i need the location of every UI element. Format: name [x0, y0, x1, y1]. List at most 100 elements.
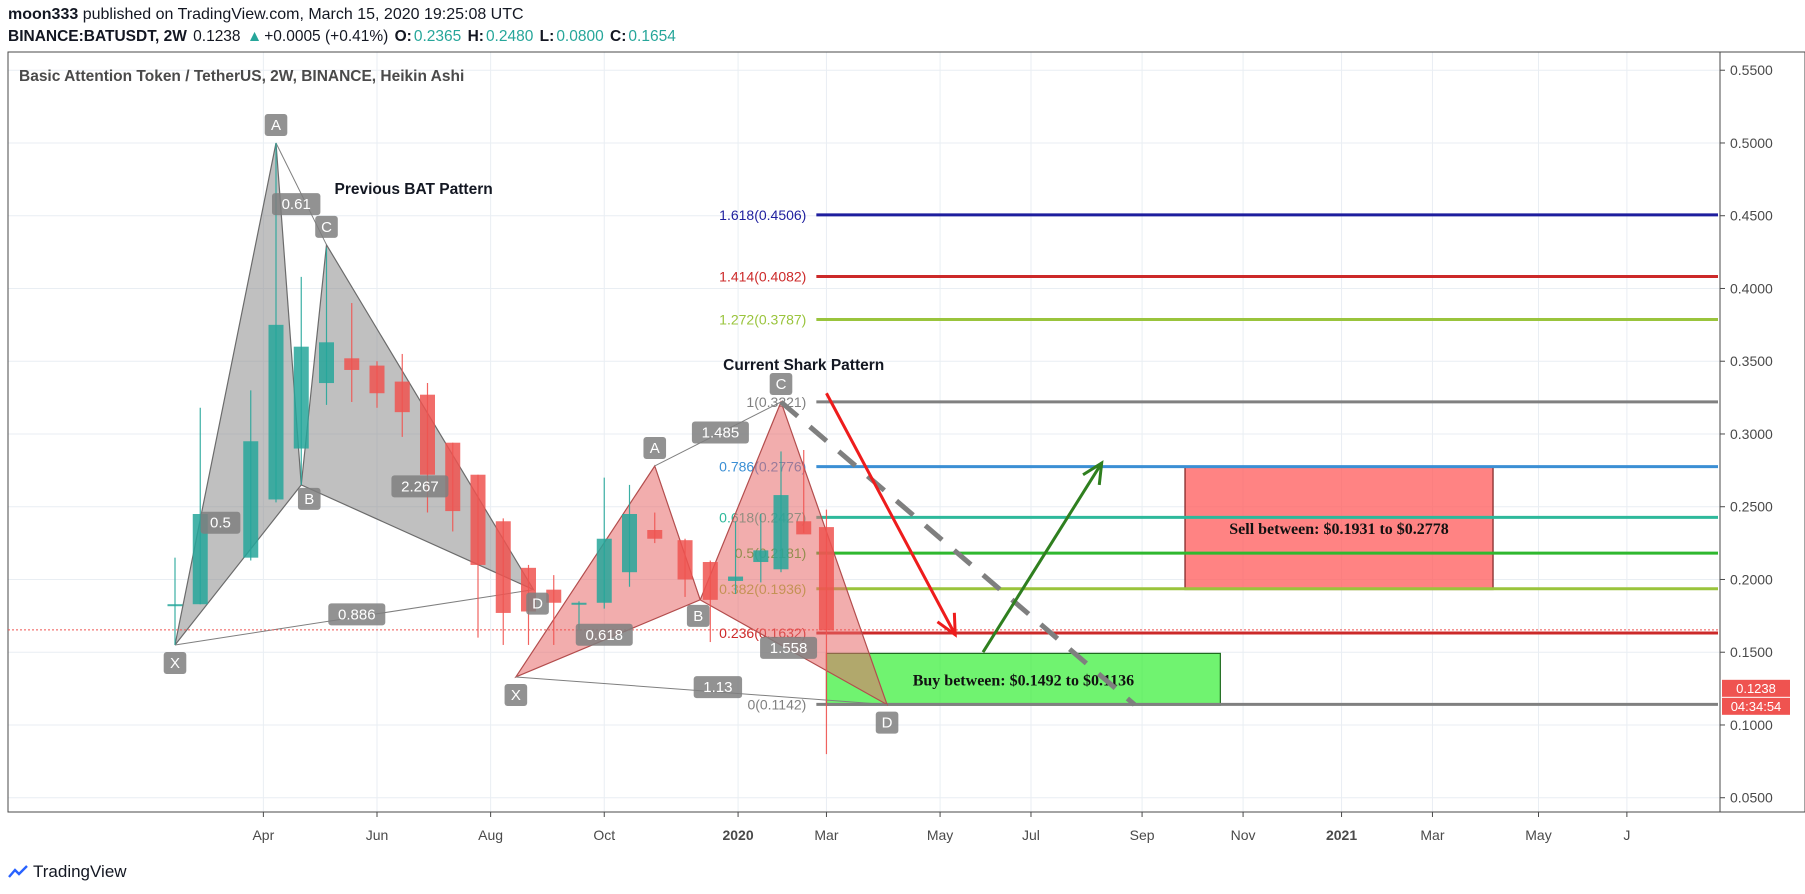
shark-point-b-box — [686, 604, 710, 627]
candle-body — [753, 550, 769, 563]
x-tick-label: Oct — [593, 827, 615, 843]
candle-body — [622, 514, 637, 573]
candle-body — [445, 442, 461, 512]
y-tick-label: 0.2500 — [1730, 499, 1773, 515]
bat-point-a-box — [264, 113, 288, 136]
candle-body — [677, 540, 693, 580]
down-arrow — [825, 392, 957, 636]
countdown-tag-label: 04:34:54 — [1731, 699, 1782, 714]
fib-level-label: 1(0.3221) — [746, 394, 806, 410]
y-tick-label: 0.5000 — [1730, 135, 1773, 151]
x-tick-label: Apr — [252, 827, 274, 843]
shark-point-b: B — [693, 608, 703, 625]
bat-point-a: A — [271, 117, 281, 134]
close-value: 0.1654 — [628, 28, 676, 45]
bat-point-d: D — [532, 596, 543, 613]
change-value: +0.0005 (+0.41%) — [264, 28, 389, 45]
fib-level-label: 1.618(0.4506) — [719, 207, 806, 223]
x-tick-label: Mar — [814, 827, 838, 843]
y-tick-label: 0.0500 — [1730, 790, 1773, 806]
candle-body — [344, 358, 360, 370]
chart-title: Basic Attention Token / TetherUS, 2W, BI… — [19, 68, 464, 85]
sell-zone — [1184, 465, 1494, 591]
shark-point-d: D — [882, 715, 893, 732]
open-value: 0.2365 — [413, 28, 462, 45]
shark-ratio-label: 1.558 — [770, 640, 808, 657]
tradingview-logo-icon — [8, 865, 28, 878]
shark-ratio-label: 0.618 — [585, 627, 623, 644]
y-tick-label: 0.1000 — [1730, 717, 1773, 733]
y-tick-label: 0.3000 — [1730, 426, 1773, 442]
x-tick-label: 2021 — [1326, 827, 1357, 843]
shark-point-a: A — [650, 440, 660, 457]
candle-body — [495, 521, 511, 613]
author-name[interactable]: moon333 — [8, 6, 79, 23]
y-tick-label: 0.1500 — [1730, 644, 1773, 660]
bat-point-x-box — [163, 651, 187, 674]
fib-level-label: 0(0.1142) — [747, 696, 806, 712]
last-price: 0.1238 — [193, 28, 241, 45]
bat-ratio-label: 0.5 — [210, 515, 231, 532]
candle-body — [546, 589, 562, 603]
bat-ratio-label: 0.61 — [282, 196, 311, 213]
symbol-name: BINANCE:BATUSDT, 2W — [8, 28, 187, 45]
shark-point-a-box — [643, 436, 667, 459]
candle-body — [243, 441, 259, 558]
publish-info: moon333 published on TradingView.com, Ma… — [8, 6, 524, 24]
close-label: C: — [610, 28, 627, 45]
low-label: L: — [539, 28, 555, 45]
bat-ratio-label-box — [328, 603, 386, 626]
open-label: O: — [394, 28, 412, 45]
buy-zone-label: Buy between: $0.1492 to $0.1136 — [913, 672, 1134, 689]
publish-date: published on TradingView.com, March 15, … — [82, 6, 524, 23]
shark-ratio-label-box — [760, 636, 818, 659]
bat-ratio-label-box — [272, 193, 321, 216]
down-arrow-head — [936, 612, 957, 638]
candle-body — [702, 562, 718, 600]
last-price-tag-label: 0.1238 — [1736, 681, 1776, 696]
x-tick-label: Jul — [1022, 827, 1040, 843]
candle-body — [167, 604, 183, 607]
candle-body — [818, 527, 834, 631]
y-tick-label: 0.4000 — [1730, 280, 1773, 296]
sell-zone-label: Sell between: $0.1931 to $0.2778 — [1229, 521, 1449, 538]
projection-dashed-line — [779, 400, 1137, 707]
bat-ratio-label: 2.267 — [401, 478, 439, 495]
shark-ratio-label: 1.13 — [703, 679, 732, 696]
y-tick-label: 0.4500 — [1730, 208, 1773, 224]
bat-point-c: C — [321, 219, 332, 236]
shark-point-x: X — [511, 687, 521, 704]
shark-point-x-box — [504, 683, 528, 706]
candle-body — [571, 602, 587, 605]
brand-name: TradingView — [33, 862, 127, 881]
fib-level-label: 1.414(0.4082) — [719, 269, 806, 285]
x-tick-label: May — [927, 827, 953, 843]
candle-body — [796, 521, 812, 535]
up-arrow-head — [1082, 460, 1104, 486]
shark-pattern-title: Current Shark Pattern — [723, 357, 884, 374]
candle-body — [192, 514, 208, 605]
shark-point-c: C — [776, 376, 787, 393]
shark-ratio-label-box — [691, 421, 749, 444]
x-tick-label: Jun — [366, 827, 389, 843]
candle-body — [470, 474, 486, 565]
change-up-icon: ▲ — [246, 28, 263, 45]
bat-point-x: X — [170, 655, 180, 672]
candle-body — [420, 394, 435, 475]
bat-point-b-box — [297, 487, 321, 510]
candle-body — [773, 495, 789, 570]
fib-level-label: 1.272(0.3787) — [719, 311, 806, 327]
x-tick-label: Aug — [478, 827, 503, 843]
y-tick-label: 0.3500 — [1730, 353, 1773, 369]
chart-frame — [7, 51, 1805, 813]
candle-body — [319, 342, 334, 384]
tradingview-logo[interactable]: TradingView — [8, 862, 127, 882]
shark-ratio-label: 1.485 — [702, 425, 740, 442]
shark-point-c-box — [769, 372, 793, 395]
candle-body — [647, 530, 663, 539]
candle-body — [728, 576, 744, 581]
x-tick-label: 2020 — [722, 827, 753, 843]
up-arrow — [981, 462, 1103, 654]
shark-point-d-box — [875, 711, 899, 734]
